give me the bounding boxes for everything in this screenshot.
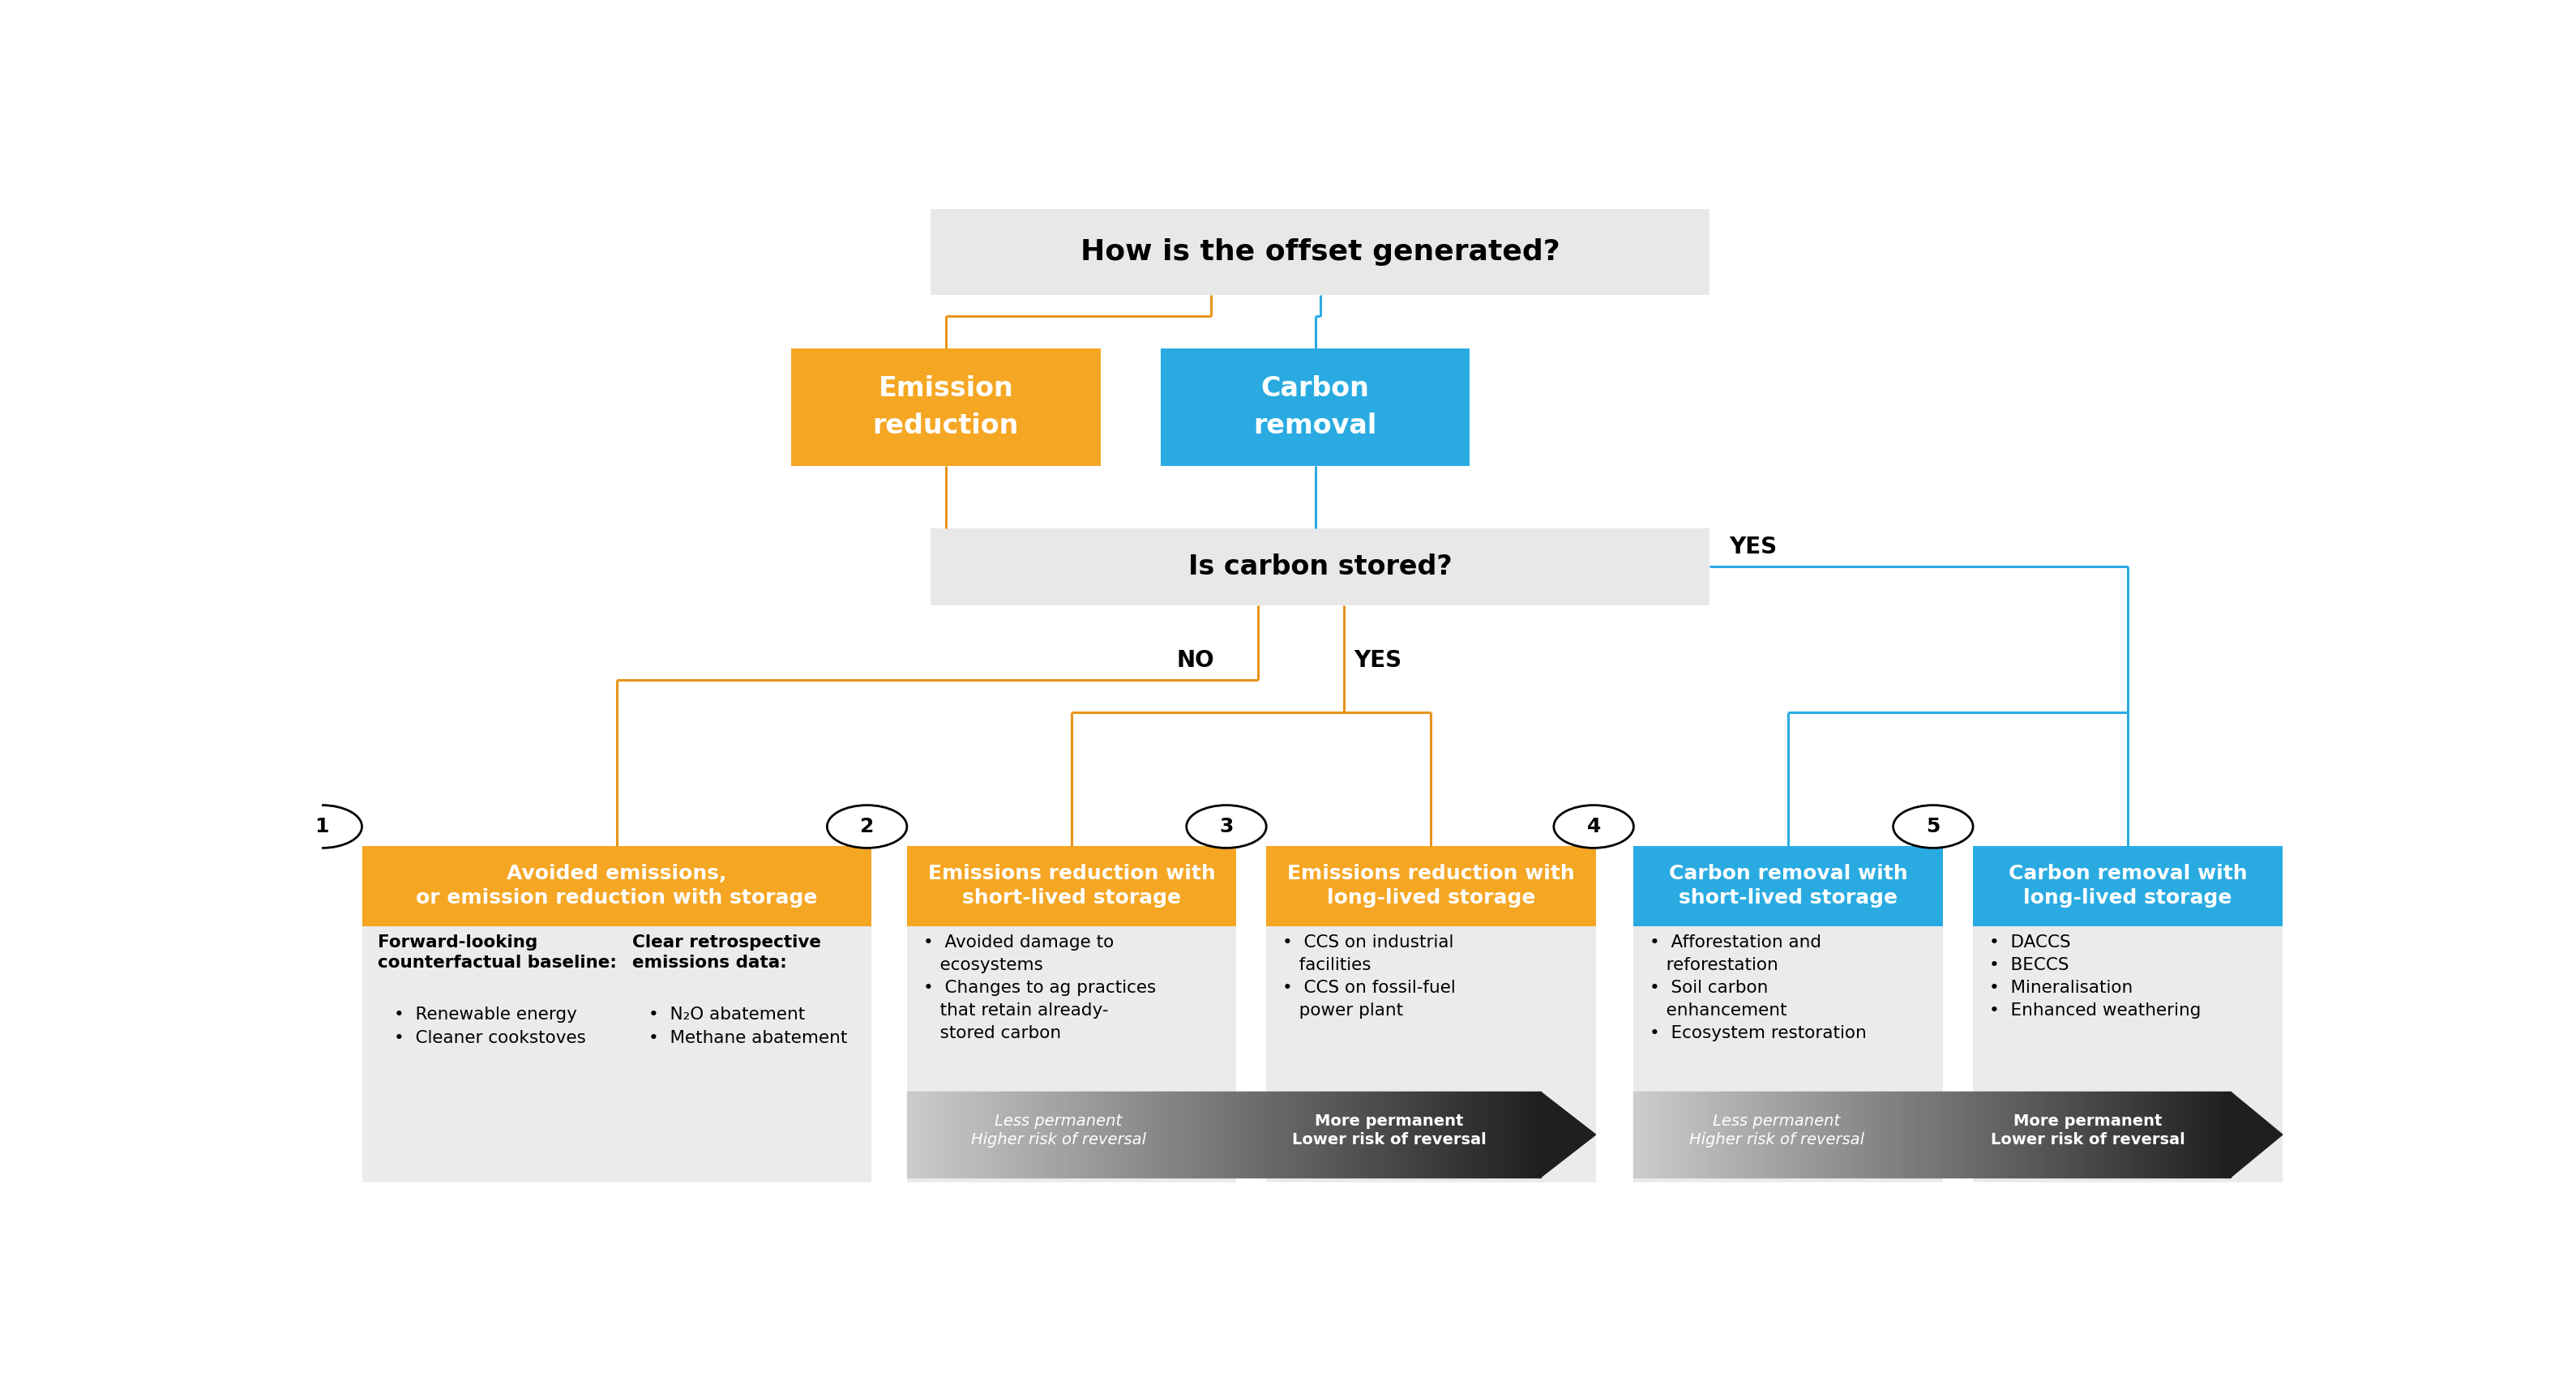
Text: •  N₂O abatement
•  Methane abatement: • N₂O abatement • Methane abatement [649,1006,848,1046]
Text: How is the offset generated?: How is the offset generated? [1079,239,1561,267]
Text: 3: 3 [1218,817,1234,836]
Text: •  CCS on industrial
   facilities
•  CCS on fossil-fuel
   power plant: • CCS on industrial facilities • CCS on … [1283,935,1455,1020]
Bar [1633,846,1942,926]
Circle shape [827,806,907,847]
Text: •  Renewable energy
•  Cleaner cookstoves: • Renewable energy • Cleaner cookstoves [394,1006,585,1046]
Text: Less permanent
Higher risk of reversal: Less permanent Higher risk of reversal [1690,1114,1865,1147]
Bar [1633,926,1942,1183]
Bar [907,846,1236,926]
Text: Clear retrospective
emissions data:: Clear retrospective emissions data: [634,935,822,971]
Text: •  Avoided damage to
   ecosystems
•  Changes to ag practices
   that retain alr: • Avoided damage to ecosystems • Changes… [922,935,1157,1042]
Circle shape [283,806,361,847]
Text: Carbon
removal: Carbon removal [1255,375,1378,439]
Bar [1973,846,2282,926]
Bar [1267,926,1595,1183]
Text: Emission
reduction: Emission reduction [873,375,1020,439]
Bar [1267,846,1595,926]
Text: Forward-looking
counterfactual baseline:: Forward-looking counterfactual baseline: [379,935,616,971]
Text: YES: YES [1352,649,1401,671]
Bar [930,528,1710,606]
Text: •  DACCS
•  BECCS
•  Mineralisation
•  Enhanced weathering: • DACCS • BECCS • Mineralisation • Enhan… [1989,935,2200,1020]
Text: Carbon removal with
long-lived storage: Carbon removal with long-lived storage [2009,864,2246,907]
Text: Is carbon stored?: Is carbon stored? [1188,553,1453,581]
Text: Emissions reduction with
long-lived storage: Emissions reduction with long-lived stor… [1288,864,1574,907]
Circle shape [1188,806,1267,847]
Text: More permanent
Lower risk of reversal: More permanent Lower risk of reversal [1991,1114,2184,1147]
Bar [907,926,1236,1183]
Bar [791,349,1100,467]
Text: 4: 4 [1587,817,1600,836]
Bar [361,846,871,926]
Text: Less permanent
Higher risk of reversal: Less permanent Higher risk of reversal [971,1114,1146,1147]
Text: Avoided emissions,
or emission reduction with storage: Avoided emissions, or emission reduction… [415,864,817,907]
Circle shape [1893,806,1973,847]
Text: Emissions reduction with
short-lived storage: Emissions reduction with short-lived sto… [927,864,1216,907]
Bar [361,926,871,1183]
Text: YES: YES [1728,535,1777,558]
Text: •  Afforestation and
   reforestation
•  Soil carbon
   enhancement
•  Ecosystem: • Afforestation and reforestation • Soil… [1649,935,1868,1042]
Text: 2: 2 [860,817,873,836]
Text: 1: 1 [314,817,330,836]
Bar [1162,349,1471,467]
Text: 5: 5 [1927,817,1940,836]
Circle shape [1553,806,1633,847]
Bar [1973,926,2282,1183]
Text: NO: NO [1177,649,1213,671]
Polygon shape [1540,1092,1595,1178]
Bar [930,210,1710,294]
Text: More permanent
Lower risk of reversal: More permanent Lower risk of reversal [1293,1114,1486,1147]
Polygon shape [2231,1092,2282,1178]
Text: Carbon removal with
short-lived storage: Carbon removal with short-lived storage [1669,864,1909,907]
